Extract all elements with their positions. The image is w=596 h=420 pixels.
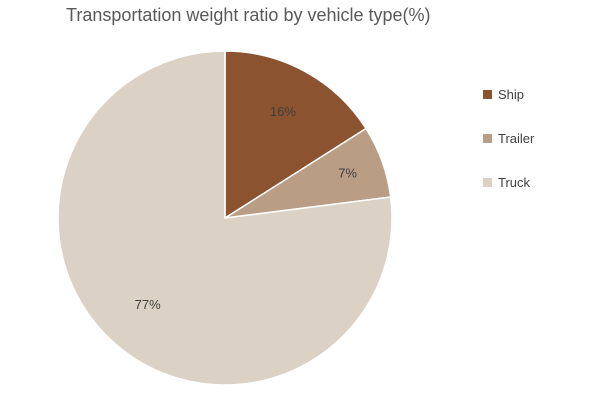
pie-slice-truck (57, 50, 393, 386)
legend-swatch-trailer (483, 133, 492, 143)
legend-swatch-ship (483, 89, 492, 99)
pie-slice-ship (224, 50, 368, 220)
legend-swatch-truck (483, 177, 492, 187)
legend-item-trailer: Trailer (483, 130, 534, 146)
data-label-trailer: 7% (338, 165, 357, 180)
legend-label-ship: Ship (498, 86, 525, 102)
data-label-truck: 77% (135, 297, 161, 312)
legend-item-ship: Ship (483, 86, 524, 102)
legend-label-truck: Truck (498, 174, 531, 190)
chart-title: Transportation weight ratio by vehicle t… (66, 5, 431, 25)
data-label-ship: 16% (270, 104, 296, 119)
legend-item-truck: Truck (483, 174, 530, 190)
legend-label-trailer: Trailer (498, 130, 535, 146)
